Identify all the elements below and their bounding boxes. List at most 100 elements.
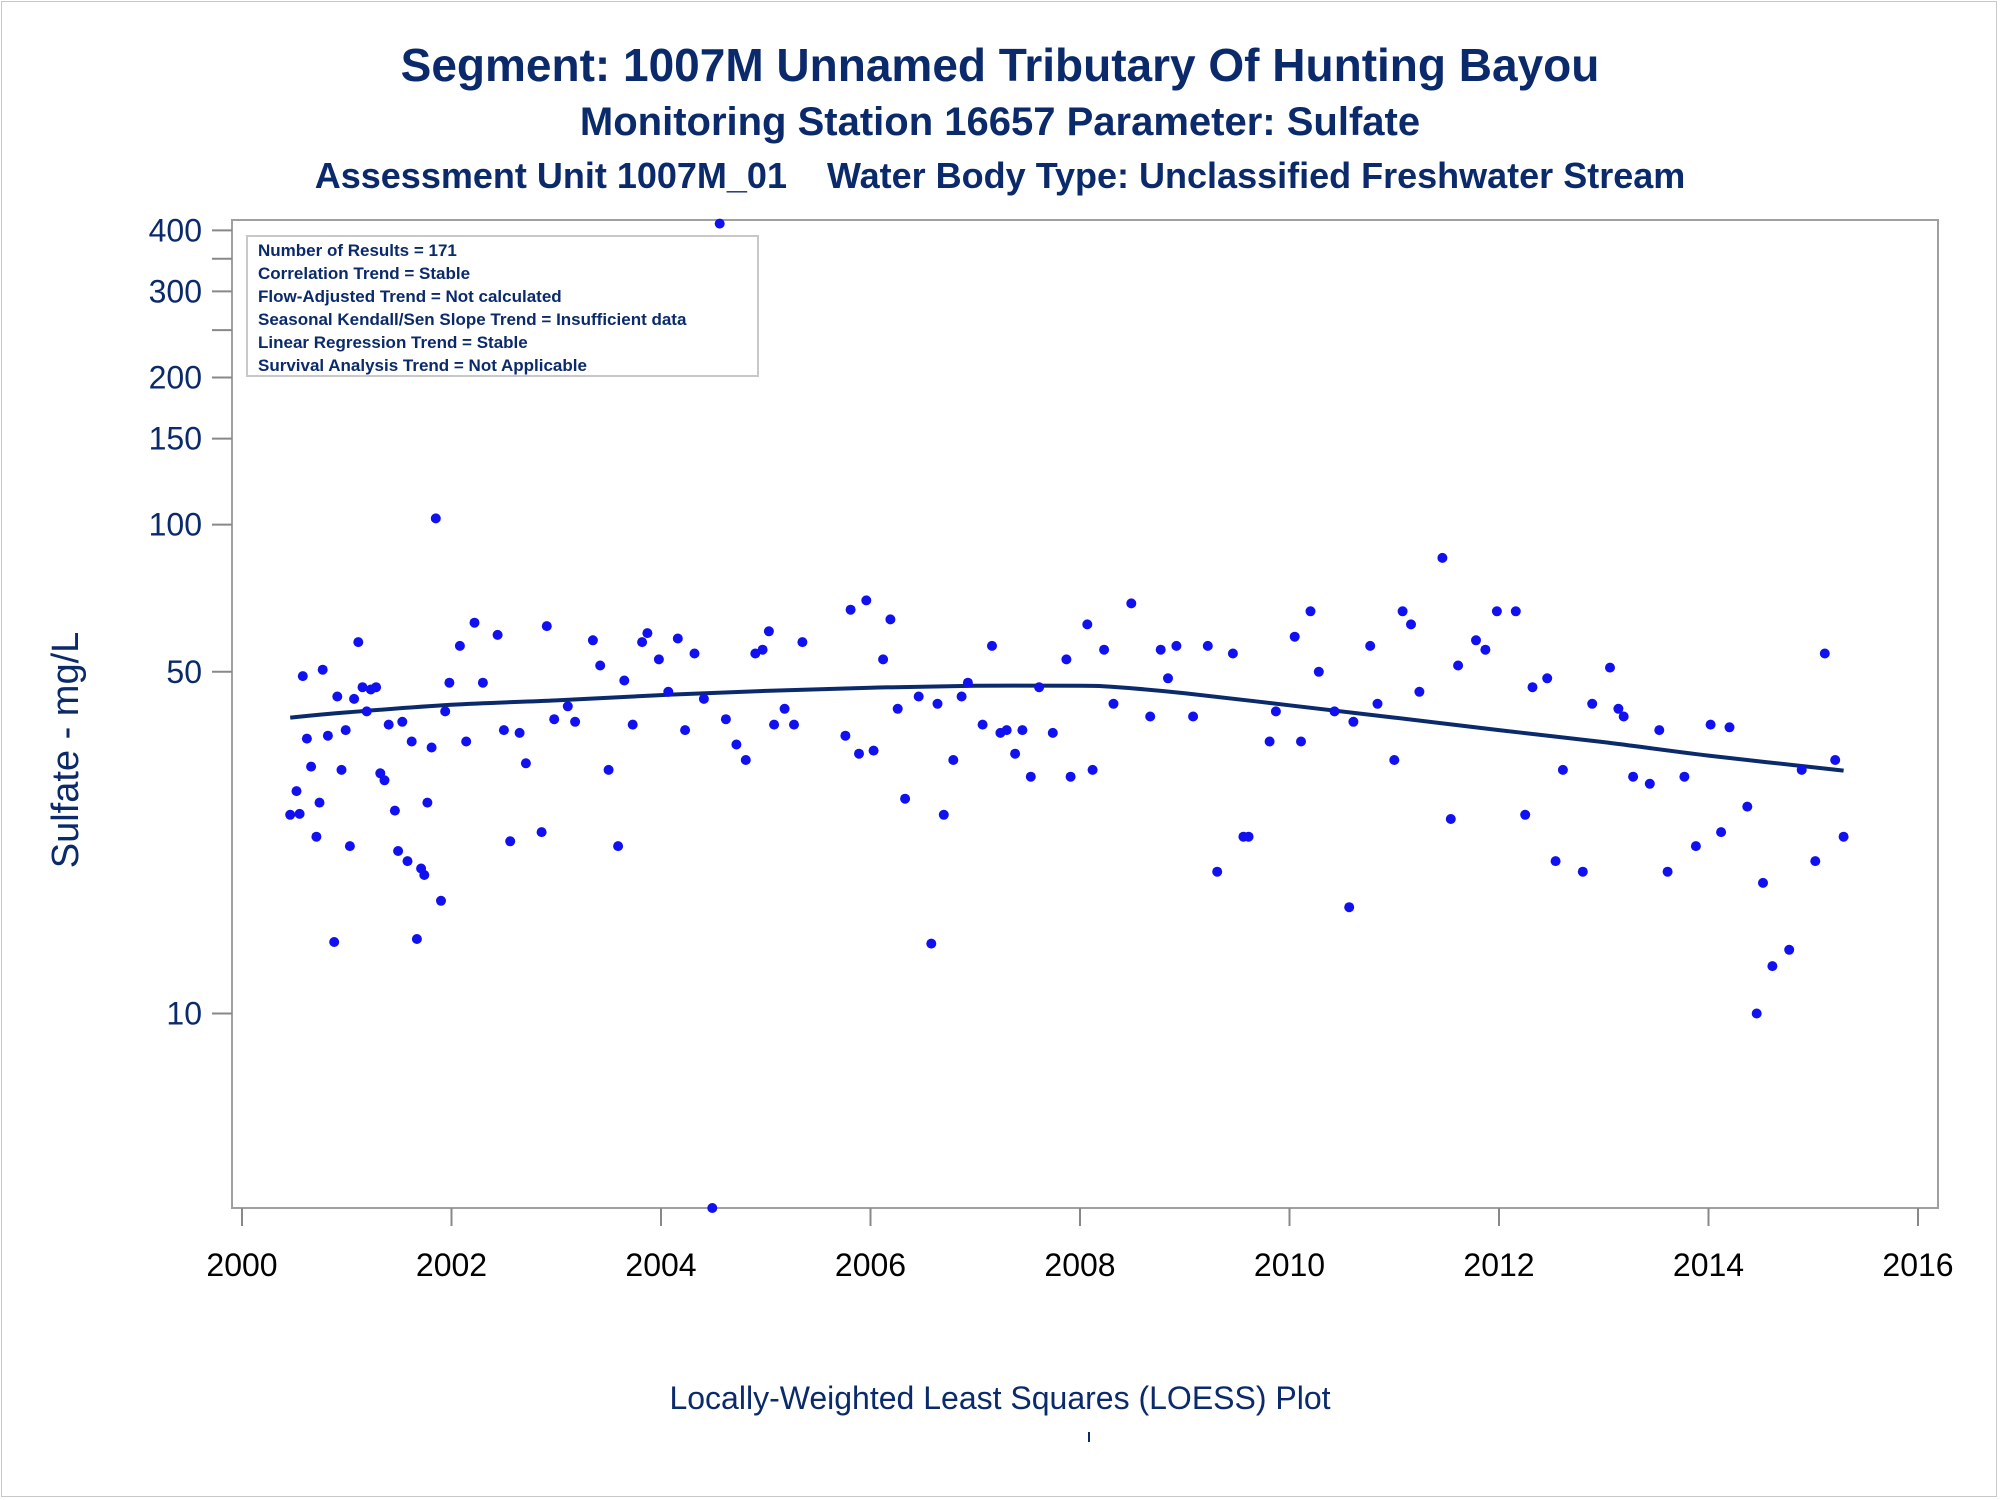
data-point-26	[397, 716, 408, 727]
x-tick-label-2008: 2008	[1044, 1247, 1115, 1283]
data-point-162	[1751, 1008, 1762, 1019]
data-point-36	[440, 706, 451, 717]
stat-correlation-trend: Correlation Trend = Stable	[258, 264, 470, 283]
data-point-150	[1613, 703, 1624, 714]
chart-title: Segment: 1007M Unnamed Tributary Of Hunt…	[400, 39, 1600, 91]
data-point-63	[680, 725, 691, 736]
x-tick-label-2006: 2006	[835, 1247, 906, 1283]
footer-tick-mark	[1088, 1432, 1090, 1442]
data-point-110	[1145, 711, 1156, 722]
data-point-94	[977, 719, 988, 730]
stat-survival-analysis-trend: Survival Analysis Trend = Not Applicable	[258, 356, 587, 375]
data-point-98	[1010, 748, 1021, 759]
data-point-22	[379, 775, 390, 786]
data-point-108	[1108, 698, 1119, 709]
data-point-84	[885, 614, 896, 625]
data-point-122	[1289, 631, 1300, 642]
data-point-56	[619, 675, 630, 686]
data-point-158	[1705, 719, 1716, 730]
data-point-126	[1329, 706, 1340, 717]
data-point-3	[297, 671, 308, 682]
data-point-74	[769, 719, 780, 730]
x-tick-label-2012: 2012	[1463, 1247, 1534, 1283]
data-point-140	[1491, 606, 1502, 617]
data-point-64	[689, 648, 700, 659]
data-point-93	[962, 677, 973, 688]
data-point-66	[707, 1203, 718, 1213]
data-point-37	[444, 677, 455, 688]
data-point-33	[426, 742, 437, 753]
data-point-148	[1587, 698, 1598, 709]
y-tick-label-300: 300	[149, 273, 202, 309]
data-point-143	[1527, 682, 1538, 693]
data-point-1	[291, 786, 302, 797]
y-tick-label-50: 50	[166, 654, 202, 690]
data-point-11	[332, 691, 343, 702]
data-point-144	[1542, 673, 1553, 684]
chart-subtitle: Monitoring Station 16657 Parameter: Sulf…	[579, 100, 1421, 144]
data-point-75	[779, 703, 790, 714]
data-point-62	[672, 633, 683, 644]
data-point-100	[1025, 771, 1036, 782]
x-tick-label-2010: 2010	[1254, 1247, 1325, 1283]
data-point-77	[797, 637, 808, 648]
data-point-65	[698, 693, 709, 704]
data-point-103	[1061, 654, 1072, 665]
data-point-145	[1550, 856, 1561, 867]
data-point-151	[1618, 711, 1629, 722]
data-point-99	[1017, 725, 1028, 736]
data-point-51	[570, 716, 581, 727]
data-point-139	[1480, 644, 1491, 655]
data-point-86	[900, 793, 911, 804]
data-point-68	[720, 714, 731, 725]
data-point-91	[948, 755, 959, 765]
data-point-123	[1296, 736, 1306, 747]
data-point-70	[740, 755, 751, 765]
data-point-76	[789, 719, 799, 730]
data-point-47	[536, 827, 547, 838]
data-point-73	[763, 626, 774, 637]
data-point-18	[361, 706, 372, 717]
data-point-83	[878, 654, 889, 665]
data-point-72	[757, 644, 768, 655]
data-point-115	[1202, 640, 1213, 651]
data-point-67	[714, 218, 725, 229]
data-point-17	[357, 682, 368, 693]
data-point-40	[469, 617, 480, 628]
data-point-38	[454, 640, 465, 651]
data-point-135	[1437, 552, 1448, 563]
data-point-2	[294, 808, 305, 819]
data-point-44	[505, 836, 516, 847]
data-point-141	[1510, 606, 1521, 617]
data-point-95	[987, 640, 997, 651]
data-point-121	[1270, 706, 1281, 717]
y-tick-label-100: 100	[149, 507, 202, 543]
data-point-31	[419, 870, 430, 880]
y-tick-label-150: 150	[149, 421, 202, 457]
data-point-15	[349, 693, 360, 704]
data-point-81	[861, 595, 872, 606]
y-tick-label-400: 400	[149, 212, 202, 248]
data-point-111	[1155, 644, 1166, 655]
data-point-165	[1784, 944, 1795, 955]
data-point-28	[406, 736, 417, 747]
data-point-88	[926, 938, 937, 949]
data-point-164	[1767, 961, 1778, 972]
data-point-43	[498, 725, 509, 736]
stat-seasonal-kendall-trend: Seasonal Kendall/Sen Slope Trend = Insuf…	[258, 310, 687, 329]
stat-number-of-results: Number of Results = 171	[258, 241, 457, 260]
data-point-128	[1348, 716, 1359, 727]
stat-flow-adjusted-trend: Flow-Adjusted Trend = Not calculated	[258, 287, 562, 306]
y-tick-label-10: 10	[166, 995, 202, 1031]
data-point-13	[340, 725, 351, 736]
data-point-25	[393, 846, 404, 856]
data-point-54	[603, 764, 614, 775]
data-point-53	[595, 660, 606, 671]
data-point-137	[1453, 660, 1464, 671]
data-point-170	[1838, 831, 1849, 842]
data-point-159	[1716, 827, 1727, 838]
data-point-97	[1001, 725, 1012, 736]
data-point-20	[371, 682, 382, 693]
